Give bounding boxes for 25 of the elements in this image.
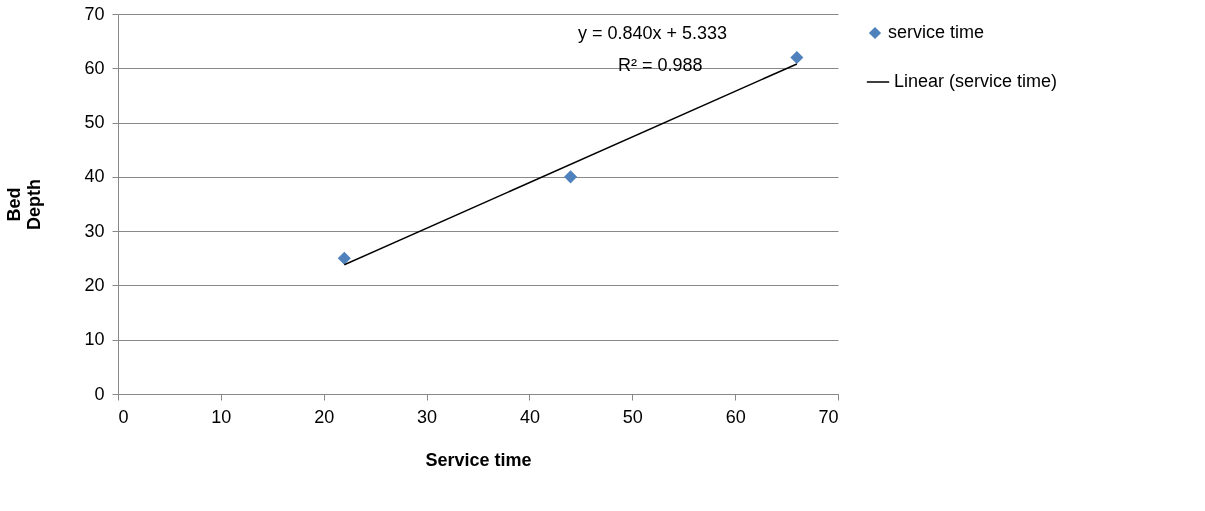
y-tick-label: 40 [84,166,105,187]
y-tick-label: 50 [84,112,105,133]
legend-label: Linear (service time) [894,71,1058,91]
y-axis-title: Bed Depth [4,179,45,230]
point [564,170,578,184]
y-tick-label: 60 [84,57,105,78]
x-tick-label: 40 [519,406,540,427]
x-tick-label: 0 [118,406,129,427]
legend-label: service time [888,22,985,42]
y-tick-label: 0 [94,383,105,404]
y-tick-label: 10 [84,329,105,350]
point [337,251,351,265]
x-tick-label: 10 [211,406,232,427]
point [790,50,804,64]
y-tick-label: 30 [84,220,105,241]
x-axis-title: Service time [425,449,532,470]
x-tick-label: 70 [818,406,839,427]
y-tick-label: 20 [84,274,105,295]
annotation: y = 0.840x + 5.333 [578,23,728,43]
x-tick-label: 20 [314,406,335,427]
x-tick-label: 60 [725,406,746,427]
annotation: R² = 0.988 [618,55,703,75]
x-tick-label: 50 [622,406,643,427]
x-tick-label: 30 [417,406,438,427]
y-tick-label: 70 [84,3,105,24]
